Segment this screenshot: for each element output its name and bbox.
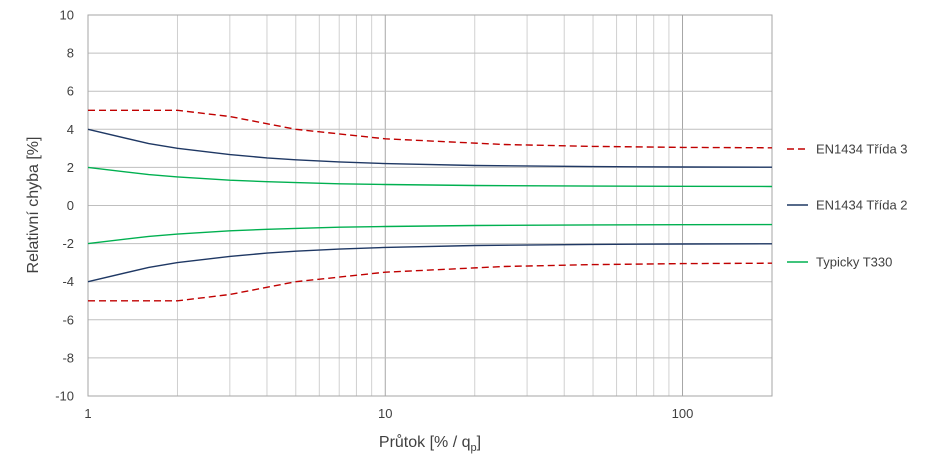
legend-label: EN1434 Třída 3 bbox=[816, 142, 908, 157]
y-tick-label: 4 bbox=[67, 122, 74, 137]
y-tick-label: 10 bbox=[60, 8, 74, 23]
series-line-upper bbox=[87, 166, 773, 188]
y-tick-label: -4 bbox=[62, 274, 74, 289]
series-line-lower bbox=[87, 243, 773, 283]
x-axis-title: Průtok [% / qp] bbox=[379, 433, 481, 454]
x-tick-label: 10 bbox=[378, 406, 392, 421]
plot-frame bbox=[87, 14, 773, 397]
y-tick-label: -8 bbox=[62, 350, 74, 365]
x-axis-title-subscript: p bbox=[471, 442, 477, 454]
grid-lines bbox=[87, 14, 773, 397]
x-axis-title-main: Průtok [% / q bbox=[379, 433, 471, 451]
y-axis-title: Relativní chyba [%] bbox=[25, 137, 42, 274]
series-lines bbox=[87, 109, 773, 302]
y-tick-label: 0 bbox=[67, 198, 74, 213]
x-tick-label: 100 bbox=[672, 406, 694, 421]
legend-label: EN1434 Třída 2 bbox=[816, 198, 908, 213]
series-line-lower bbox=[88, 262, 773, 302]
series-line-upper bbox=[87, 128, 773, 168]
legend: EN1434 Třída 3 EN1434 Třída 2 Typicky T330 bbox=[787, 142, 908, 270]
y-tick-label: 8 bbox=[67, 46, 74, 61]
y-tick-label: 2 bbox=[67, 160, 74, 175]
x-tick-labels: 1 10 100 bbox=[84, 406, 693, 421]
y-tick-labels: 10 8 6 4 2 0 -2 -4 -6 -8 -10 bbox=[55, 8, 74, 404]
y-tick-label: -10 bbox=[55, 389, 74, 404]
x-axis-title-suffix: ] bbox=[477, 434, 481, 451]
y-tick-label: -2 bbox=[62, 236, 74, 251]
legend-label: Typicky T330 bbox=[816, 255, 892, 270]
series-line-upper bbox=[88, 109, 773, 149]
y-tick-label: 6 bbox=[67, 84, 74, 99]
plot-area-border bbox=[87, 14, 773, 397]
x-tick-label: 1 bbox=[84, 406, 91, 421]
y-tick-label: -6 bbox=[62, 312, 74, 327]
series-line-lower bbox=[87, 223, 773, 245]
